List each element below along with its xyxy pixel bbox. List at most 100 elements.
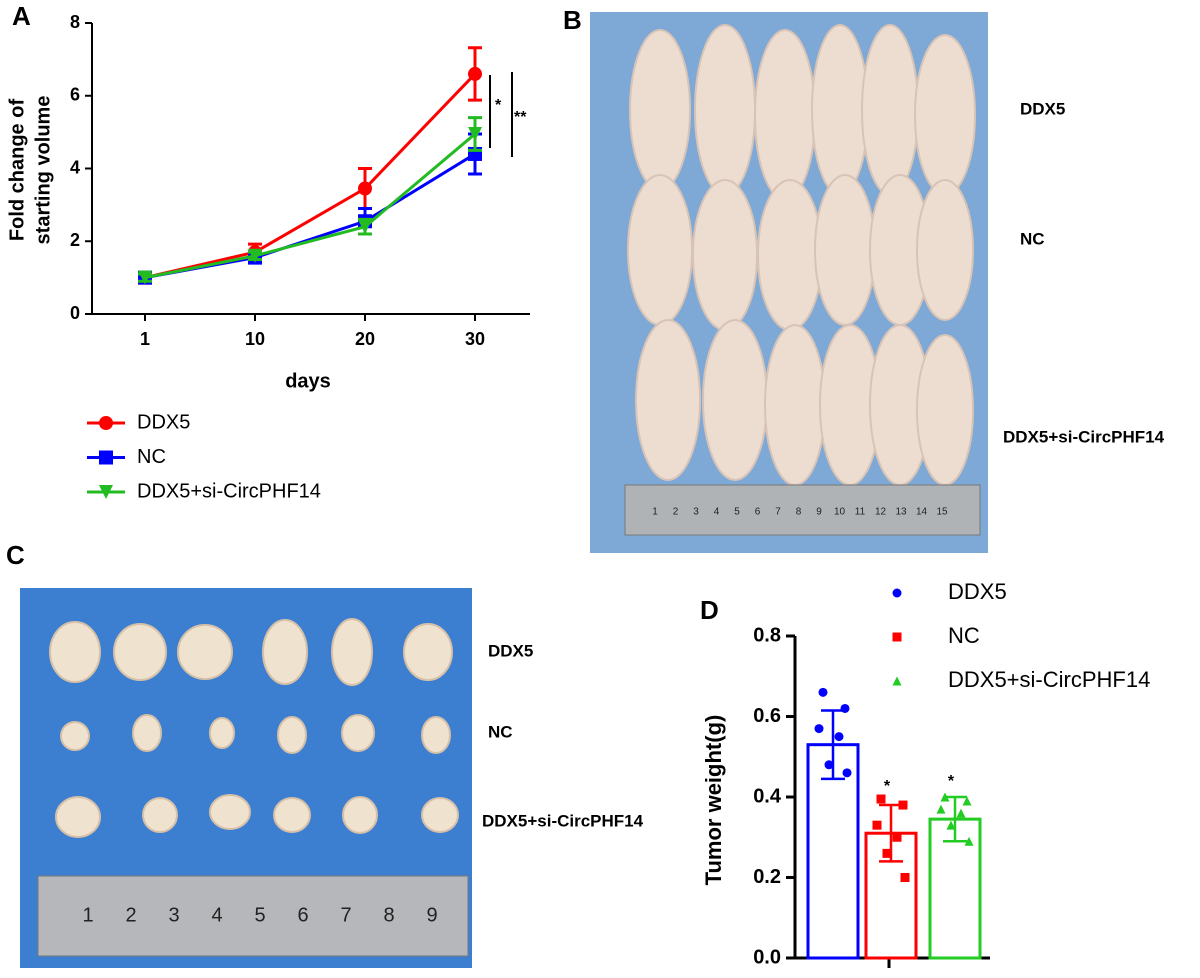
data-point	[900, 873, 910, 882]
ruler	[37, 875, 469, 957]
series-line	[144, 72, 477, 280]
ruler	[624, 484, 981, 536]
legend-marker	[99, 450, 113, 465]
ruler-number: 1	[652, 507, 658, 518]
ruler-number: 8	[796, 507, 802, 518]
panel-label: A	[12, 1, 31, 31]
data-point	[842, 768, 852, 778]
ruler-number: 5	[254, 904, 265, 926]
data-point	[834, 732, 844, 742]
y-axis-label: Tumor weight(g)	[701, 715, 726, 886]
photo-c	[20, 588, 472, 968]
row-label: NC	[488, 722, 513, 741]
y-axis-label: Fold change of	[6, 99, 28, 242]
y-tick-label: 0.8	[753, 624, 781, 646]
legend-marker	[892, 676, 902, 686]
ruler-number: 2	[125, 904, 136, 926]
y-tick-label: 4	[70, 157, 80, 177]
ruler-number: 11	[855, 507, 866, 518]
data-point	[468, 66, 482, 81]
row-label: DDX5+si-CircPHF14	[482, 811, 644, 830]
y-tick-label: 6	[70, 85, 80, 105]
legend-label: DDX5+si-CircPHF14	[948, 667, 1150, 692]
y-tick-label: 0.6	[753, 705, 781, 727]
data-point	[818, 687, 828, 697]
series-line	[144, 132, 476, 280]
data-point	[814, 724, 824, 734]
ruler-number: 6	[755, 507, 761, 518]
data-point	[358, 219, 372, 234]
panel-label: B	[563, 5, 582, 35]
annotation: *	[495, 97, 502, 114]
legend-label: NC	[137, 446, 166, 468]
ruler-number: 4	[714, 507, 720, 518]
x-tick-label: 1	[140, 329, 150, 349]
data-point	[946, 820, 956, 830]
data-point	[962, 796, 972, 806]
y-tick-label: 8	[70, 12, 80, 32]
ruler-number: 13	[895, 507, 907, 518]
ruler-number: 15	[936, 507, 948, 518]
row-label: DDX5	[488, 641, 533, 660]
data-point	[898, 800, 908, 810]
data-point	[964, 836, 974, 846]
legend-label: DDX5	[137, 411, 190, 433]
data-point	[876, 794, 886, 804]
x-tick-label: 10	[245, 329, 265, 349]
data-point	[956, 808, 966, 818]
ruler-number: 8	[383, 904, 394, 926]
legend-marker	[892, 632, 902, 642]
ruler-number: 7	[340, 904, 351, 926]
ruler-number: 1	[82, 904, 93, 926]
ruler-number: 9	[426, 904, 437, 926]
data-point	[138, 270, 152, 285]
y-tick-label: 0.2	[753, 866, 781, 888]
row-label: NC	[1020, 229, 1045, 248]
data-point	[358, 181, 372, 196]
y-tick-label: 0.4	[753, 785, 782, 807]
ruler-number: 7	[775, 507, 781, 518]
data-point	[824, 760, 834, 770]
ruler-number: 6	[297, 904, 308, 926]
data-point	[940, 792, 950, 802]
ruler-number: 5	[734, 507, 740, 518]
panel-label: C	[6, 540, 25, 570]
ruler-number: 10	[834, 507, 846, 518]
annotation: **	[514, 109, 527, 126]
row-label: DDX5+si-CircPHF14	[1003, 427, 1165, 446]
data-point	[248, 248, 262, 263]
legend-label: DDX5	[948, 579, 1007, 604]
y-axis-label: starting volume	[32, 96, 54, 245]
ruler-number: 4	[211, 904, 222, 926]
y-tick-label: 0	[70, 303, 80, 323]
ruler-number: 3	[168, 904, 179, 926]
x-tick-label: 30	[465, 329, 485, 349]
ruler-number: 9	[816, 507, 822, 518]
photo-b	[590, 12, 988, 553]
x-tick-label: 20	[355, 329, 375, 349]
data-point	[882, 848, 892, 858]
legend-label: DDX5+si-CircPHF14	[137, 480, 321, 502]
legend-marker	[99, 485, 113, 499]
series-line	[144, 152, 476, 280]
panel-label: D	[700, 595, 719, 625]
legend-marker	[99, 416, 113, 430]
ruler-number: 12	[875, 507, 887, 518]
ruler-number: 2	[673, 507, 679, 518]
x-axis-label: days	[285, 370, 331, 392]
row-label: DDX5	[1020, 99, 1065, 118]
annotation: *	[948, 773, 955, 790]
annotation: *	[884, 778, 891, 795]
ruler-number: 14	[916, 507, 928, 518]
y-tick-label: 2	[70, 230, 80, 250]
data-point	[468, 126, 482, 141]
legend-marker	[892, 588, 902, 598]
y-tick-label: 0.0	[753, 946, 781, 968]
data-point	[840, 703, 850, 713]
data-point	[936, 804, 946, 814]
ruler-number: 3	[693, 507, 699, 518]
legend-label: NC	[948, 623, 980, 648]
data-point	[872, 820, 882, 830]
